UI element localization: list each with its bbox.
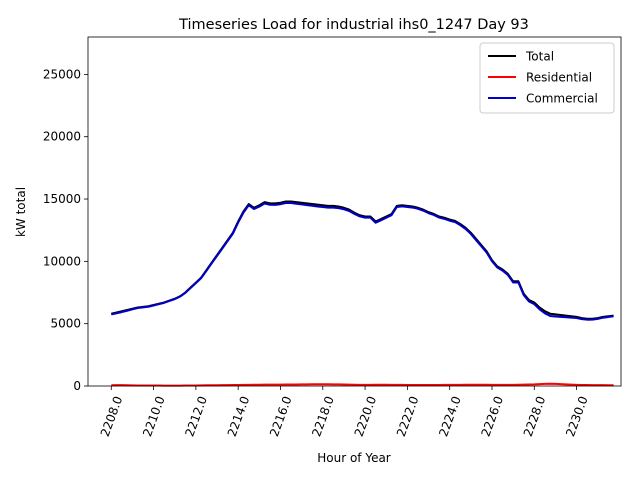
series-layer xyxy=(111,200,614,387)
legend-box xyxy=(479,42,615,114)
y-axis-label: kW total xyxy=(14,187,28,237)
legend-label-commercial: Commercial xyxy=(526,92,598,106)
y-tick-label: 0 xyxy=(73,379,81,393)
y-tick-label: 25000 xyxy=(43,67,81,81)
plot-frame xyxy=(87,36,622,387)
y-tick-label: 15000 xyxy=(43,192,81,206)
series-line-commercial xyxy=(111,202,614,321)
y-tick-label: 10000 xyxy=(43,254,81,268)
legend-label-total: Total xyxy=(525,50,554,64)
x-axis-label: Hour of Year xyxy=(317,451,391,465)
chart-title: Timeseries Load for industrial ihs0_1247… xyxy=(178,17,529,33)
y-tick-label: 5000 xyxy=(50,317,81,331)
y-axis-ticks: 0 5000 10000 15000 20000 25000 xyxy=(43,67,88,393)
series-line-residential xyxy=(111,382,614,387)
y-tick-label: 20000 xyxy=(43,130,81,144)
legend: Total Residential Commercial xyxy=(479,42,615,114)
legend-label-residential: Residential xyxy=(526,71,592,85)
